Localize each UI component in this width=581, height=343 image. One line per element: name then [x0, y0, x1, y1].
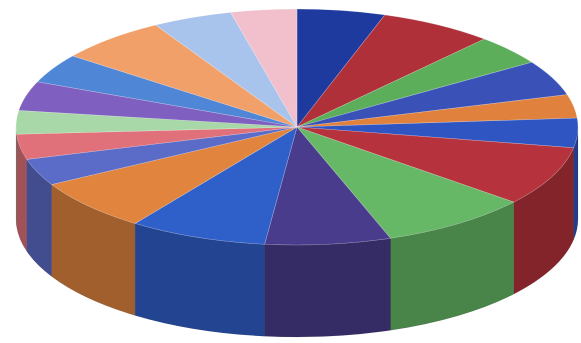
pie-slice-15	[18, 81, 298, 128]
pie-top-slices	[15, 8, 579, 246]
pie-slice-10	[134, 126, 298, 245]
pie-slice-7	[296, 126, 575, 203]
pie-slice-12	[26, 126, 298, 185]
pie-slice-2	[296, 14, 486, 128]
pie-slice-1	[296, 8, 386, 128]
pie-slice-3	[296, 38, 533, 128]
pie-slice-6	[296, 117, 579, 149]
pie-slice-5	[296, 94, 578, 128]
pie-slice-14	[15, 110, 298, 135]
pie-slice-17	[71, 24, 298, 128]
pie-slice-13	[16, 126, 298, 160]
pie-slice-4	[296, 61, 568, 128]
pie-slice-16	[36, 55, 298, 128]
pie-slice-8	[296, 126, 515, 239]
pie-side-9	[264, 237, 391, 338]
pie-slice-9	[264, 126, 392, 246]
pie-slice-11	[50, 126, 298, 224]
pie-slice-18	[154, 12, 298, 128]
pie-slice-19	[230, 8, 298, 129]
